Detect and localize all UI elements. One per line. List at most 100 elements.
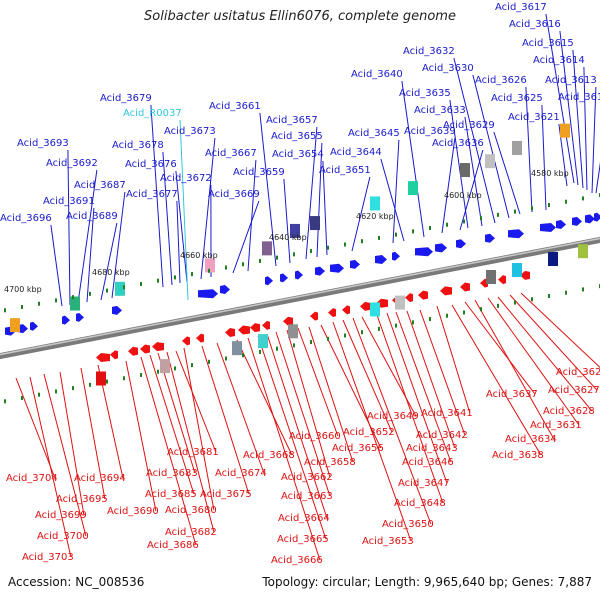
leader-line-acid-3679	[150, 104, 164, 288]
gene-label-acid-3700: Acid_3700	[37, 531, 89, 542]
scale-tick	[548, 294, 550, 298]
scale-tick	[514, 209, 516, 214]
gene-label-acid-3682: Acid_3682	[165, 527, 217, 538]
forward-gene-arrow	[62, 315, 70, 325]
gene-class-block	[290, 223, 300, 238]
reverse-gene-arrow	[405, 293, 413, 303]
gene-label-acid-3665: Acid_3665	[277, 534, 329, 545]
reverse-gene-arrow	[262, 320, 270, 330]
forward-gene-arrow	[220, 284, 230, 294]
scale-tick	[140, 281, 142, 286]
leader-line-acid-3656	[320, 324, 382, 449]
gene-class-block	[96, 371, 106, 386]
leader-line-acid-3654	[322, 160, 328, 256]
gene-features	[5, 123, 600, 386]
scale-tick	[72, 386, 74, 391]
forward-gene-arrow	[330, 263, 344, 273]
scale-tick	[191, 363, 193, 368]
leader-line-acid-3658	[308, 326, 354, 463]
scale-tick	[480, 307, 482, 312]
gene-class-block	[70, 296, 80, 311]
gene-label-acid-3616: Acid_3616	[509, 19, 561, 30]
gene-label-acid-3659: Acid_3659	[233, 167, 285, 178]
forward-gene-arrow	[556, 219, 566, 229]
scale-tick	[293, 252, 295, 257]
leader-line-acid-3669	[232, 200, 260, 274]
leader-line-acid-3673	[200, 137, 216, 280]
gene-label-acid-3654: Acid_3654	[272, 149, 324, 160]
scale-label: 4700 kbp	[4, 285, 42, 294]
gene-label-acid-3696: Acid_3696	[0, 213, 52, 224]
scale-tick	[497, 303, 499, 308]
gene-label-acid-3695: Acid_3695	[56, 494, 108, 505]
leader-line-acid-3685	[149, 354, 195, 495]
scale-tick	[157, 369, 159, 374]
leader-line-acid-3666	[247, 337, 321, 561]
scale-tick	[310, 340, 312, 345]
gene-label-acid-3638: Acid_3638	[492, 450, 544, 461]
forward-gene-arrow	[375, 254, 387, 264]
genome-backbone	[0, 236, 600, 360]
scale-tick	[21, 305, 23, 309]
gene-label-acid-3611: Acid_3611	[558, 92, 600, 103]
scale-tick	[378, 235, 380, 240]
leader-line-acid-3677	[176, 200, 181, 284]
leader-line-acid-3617	[545, 13, 575, 184]
scale-tick	[208, 268, 210, 273]
leader-line-acid-3657	[305, 126, 318, 260]
scale-tick	[514, 300, 516, 305]
gene-label-acid-3643: Acid_3643	[406, 443, 458, 454]
reverse-gene-arrow	[110, 350, 118, 360]
gene-label-acid-3627: Acid_3627	[548, 385, 600, 396]
gene-class-block	[408, 181, 418, 196]
gene-class-block	[485, 154, 495, 169]
scale-tick	[123, 376, 125, 381]
gene-label-acid-3669: Acid_3669	[208, 189, 260, 200]
forward-gene-arrow	[295, 270, 303, 280]
forward-gene-arrow	[435, 243, 447, 253]
gene-label-acid-3703: Acid_3703	[22, 552, 74, 563]
reverse-gene-arrow	[418, 290, 428, 300]
scale-tick	[55, 389, 57, 394]
reverse-gene-arrow	[225, 328, 235, 338]
leader-line-acid-3639	[441, 137, 456, 234]
gene-label-acid-3655: Acid_3655	[271, 131, 323, 142]
leader-line-acid-3630	[472, 74, 510, 219]
gene-label-acid-3645: Acid_3645	[348, 128, 400, 139]
gene-label-acid-3641: Acid_3641	[421, 408, 473, 419]
forward-gene-arrow	[30, 321, 38, 331]
gene-label-acid-3653: Acid_3653	[362, 536, 414, 547]
reverse-gene-arrow	[328, 308, 336, 318]
map-title: Solibacter usitatus Ellin6076, complete …	[144, 9, 456, 24]
leader-line-acid-3624	[520, 292, 600, 369]
leader-line-acid-3660	[297, 327, 339, 437]
gene-labels: Acid_3617 Acid_3616 Acid_3615 Acid_3614 Acid…	[0, 2, 600, 566]
scale-tick	[446, 222, 448, 227]
leader-line-acid-3613	[591, 86, 597, 194]
gene-label-acid-3613: Acid_3613	[545, 75, 597, 86]
gene-label-acid-3624: Acid_3624	[556, 367, 600, 378]
reverse-gene-arrow	[360, 301, 370, 311]
gene-class-block	[10, 318, 20, 333]
leader-line-acid-3627	[509, 294, 598, 391]
leader-line-acid-3700	[43, 373, 87, 537]
gene-label-acid-3652: Acid_3652	[343, 427, 395, 438]
reverse-gene-arrow	[460, 282, 470, 292]
leader-line-acid-3644	[380, 158, 405, 242]
gene-class-block	[232, 341, 242, 356]
leader-line-acid-3626	[525, 86, 533, 213]
leader-line-acid-3625	[541, 104, 547, 211]
reverse-gene-arrow	[238, 325, 250, 335]
leader-line-acid-3665	[257, 335, 327, 540]
gene-label-acid-3686: Acid_3686	[147, 540, 199, 551]
gene-label-acid-3639: Acid_3639	[404, 126, 456, 137]
leader-line-acid-3642	[419, 309, 466, 436]
gene-class-block	[258, 334, 268, 349]
gene-label-acid-3689: Acid_3689	[66, 211, 118, 222]
scale-tick	[361, 330, 363, 335]
reverse-gene-arrow	[152, 342, 164, 352]
gene-label-acid-3657: Acid_3657	[266, 115, 318, 126]
gene-class-block	[578, 244, 588, 259]
